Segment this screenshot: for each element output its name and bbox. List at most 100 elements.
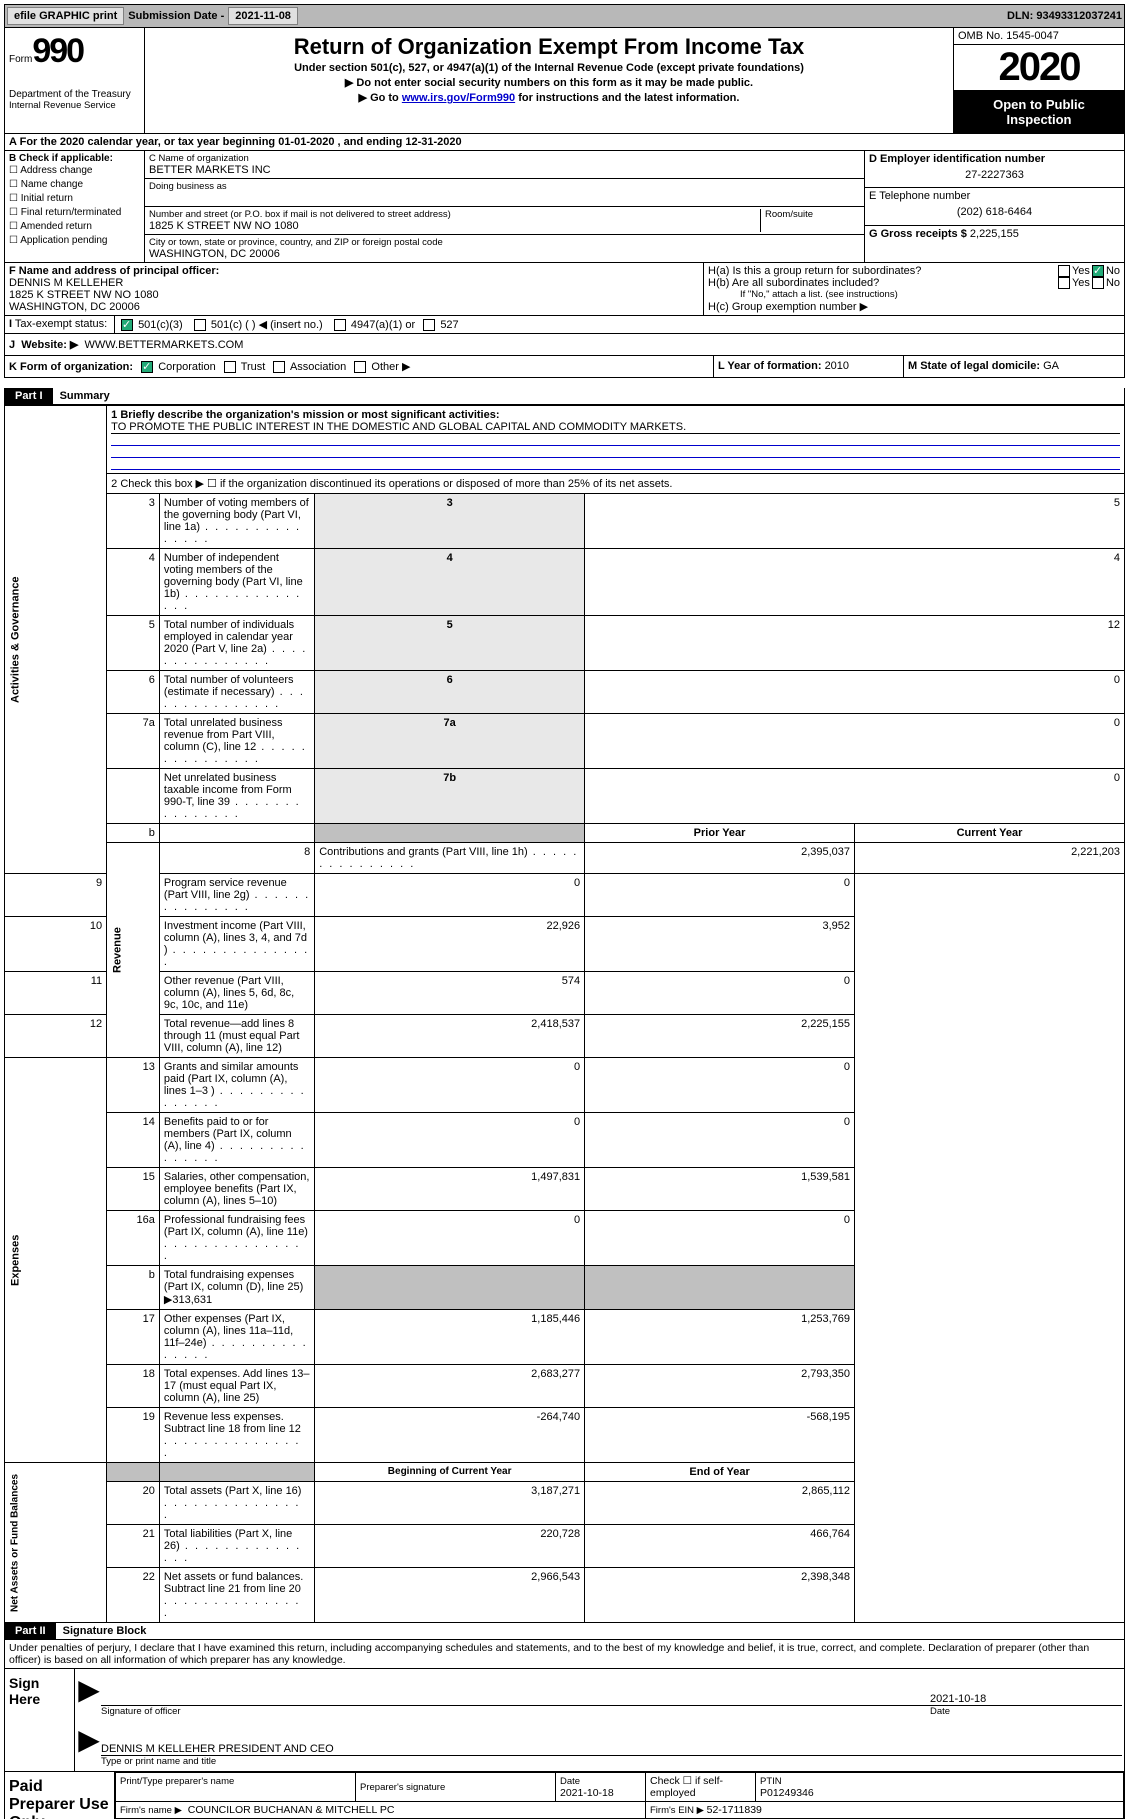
hb-yes-checkbox[interactable] [1058,277,1070,289]
ptin-value: P01249346 [760,1787,814,1799]
l-value: 2010 [825,360,849,372]
side-expenses: Expenses [5,1058,107,1463]
cb-address-change[interactable]: ☐ Address change [9,164,140,178]
e-label: E Telephone number [869,190,1120,202]
dept-treasury: Department of the Treasury [9,89,140,100]
form-header: Form 990 Department of the Treasury Inte… [4,28,1125,134]
cb-corp[interactable] [141,361,153,373]
gross-receipts: 2,225,155 [970,228,1019,240]
curr-year-head: Current Year [855,824,1125,843]
form-number: 990 [32,32,83,71]
q1-label: 1 Briefly describe the organization's mi… [111,409,499,421]
block-c-name-addr: C Name of organization BETTER MARKETS IN… [145,151,864,262]
part-i-label: Part I [5,388,53,404]
org-city: WASHINGTON, DC 20006 [149,248,860,260]
cb-501c3[interactable] [121,319,133,331]
l8-prior: 2,395,037 [585,843,855,874]
part-i-title: Summary [56,388,114,404]
form-title: Return of Organization Exempt From Incom… [153,34,945,60]
block-f-officer: F Name and address of principal officer:… [5,263,704,315]
hb-label: H(b) Are all subordinates included? [708,277,1056,289]
d-label: D Employer identification number [869,153,1120,165]
side-activities-gov: Activities & Governance [5,406,107,874]
sig-officer-label: Signature of officer [101,1706,922,1717]
dln-label: DLN: [1007,10,1036,22]
officer-addr1: 1825 K STREET NW NO 1080 [9,289,159,301]
header-right: OMB No. 1545-0047 2020 Open to Public In… [954,28,1124,133]
efile-print-button[interactable]: efile GRAPHIC print [7,7,124,25]
sig-date: 2021-10-18 [930,1693,986,1705]
j-label: Website: ▶ [21,339,78,351]
f-label: F Name and address of principal officer: [9,265,219,277]
cb-amended[interactable]: ☐ Amended return [9,220,140,234]
l-label: L Year of formation: [718,360,825,372]
line7a-val: 0 [585,714,1125,769]
sig-arrow-icon-2: ▶ [77,1723,101,1756]
part-i-table: Activities & Governance 1 Briefly descri… [4,405,1125,1623]
perjury-text: Under penalties of perjury, I declare th… [4,1640,1125,1669]
line5-val: 12 [585,616,1125,671]
ein: 27-2227363 [869,169,1120,181]
tax-year: 2020 [954,45,1124,91]
org-address: 1825 K STREET NW NO 1080 [149,220,760,232]
block-j-website: J Website: ▶ WWW.BETTERMARKETS.COM [4,334,1125,356]
type-name-label: Type or print name and title [101,1756,216,1767]
block-fh: F Name and address of principal officer:… [4,263,1125,316]
cb-initial-return[interactable]: ☐ Initial return [9,192,140,206]
ha-yes-checkbox[interactable] [1058,265,1070,277]
m-value: GA [1043,360,1059,372]
cb-application[interactable]: ☐ Application pending [9,234,140,248]
line7b-val: 0 [585,769,1125,824]
room-label: Room/suite [765,209,860,220]
sig-arrow-icon: ▶ [77,1673,101,1706]
date-label: Date [922,1706,1122,1717]
cb-assoc[interactable] [273,361,285,373]
officer-name: DENNIS M KELLEHER [9,277,123,289]
part-i-header-row: Part I Summary [4,388,1125,405]
paid-preparer-section: Paid Preparer Use Only Print/Type prepar… [4,1772,1125,1819]
form990-link[interactable]: www.irs.gov/Form990 [402,92,515,104]
cb-other[interactable] [354,361,366,373]
ha-no-checkbox[interactable] [1092,265,1104,277]
subtitle-1: Under section 501(c), 527, or 4947(a)(1)… [153,62,945,74]
q1-text: TO PROMOTE THE PUBLIC INTEREST IN THE DO… [111,421,1120,434]
ha-label: H(a) Is this a group return for subordin… [708,265,1056,277]
sign-here-section: Sign Here ▶ 2021-10-18 Signature of offi… [4,1669,1125,1772]
paid-preparer-label: Paid Preparer Use Only [5,1772,115,1819]
website-url: WWW.BETTERMARKETS.COM [85,339,244,351]
cb-final-return[interactable]: ☐ Final return/terminated [9,206,140,220]
cb-4947[interactable] [334,319,346,331]
cb-527[interactable] [423,319,435,331]
cb-name-change[interactable]: ☐ Name change [9,178,140,192]
cb-trust[interactable] [224,361,236,373]
g-label: G Gross receipts $ [869,228,970,240]
side-revenue: Revenue [107,843,160,1058]
preparer-table: Print/Type preparer's name Preparer's si… [115,1772,1124,1819]
line6-val: 0 [585,671,1125,714]
org-name: BETTER MARKETS INC [149,164,860,176]
dba-label: Doing business as [149,181,860,192]
prior-year-head: Prior Year [585,824,855,843]
open-to-public: Open to Public Inspection [954,91,1124,133]
block-deg: D Employer identification number 27-2227… [864,151,1124,262]
submission-label: Submission Date - [128,10,224,22]
k-label: K Form of organization: [9,361,133,373]
part-ii-title: Signature Block [59,1623,151,1639]
submission-date-button[interactable]: 2021-11-08 [228,7,298,25]
m-label: M State of legal domicile: [908,360,1043,372]
q2-line: 2 Check this box ▶ ☐ if the organization… [107,474,1125,494]
part-ii-label: Part II [5,1623,56,1639]
block-h: H(a) Is this a group return for subordin… [704,263,1124,315]
cb-501c[interactable] [194,319,206,331]
firm-ein: 52-1711839 [707,1804,762,1816]
side-net-assets: Net Assets or Fund Balances [5,1463,107,1623]
c-name-label: C Name of organization [149,153,860,164]
header-left: Form 990 Department of the Treasury Inte… [5,28,145,133]
line3-val: 5 [585,494,1125,549]
line4-val: 4 [585,549,1125,616]
officer-addr2: WASHINGTON, DC 20006 [9,301,140,313]
dln: DLN: 93493312037241 [1007,10,1122,22]
hb-no-checkbox[interactable] [1092,277,1104,289]
officer-printed: DENNIS M KELLEHER PRESIDENT AND CEO [101,1743,334,1755]
block-klm: K Form of organization: Corporation Trus… [4,356,1125,378]
